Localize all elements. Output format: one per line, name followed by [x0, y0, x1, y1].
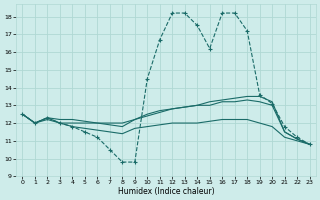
- X-axis label: Humidex (Indice chaleur): Humidex (Indice chaleur): [118, 187, 214, 196]
